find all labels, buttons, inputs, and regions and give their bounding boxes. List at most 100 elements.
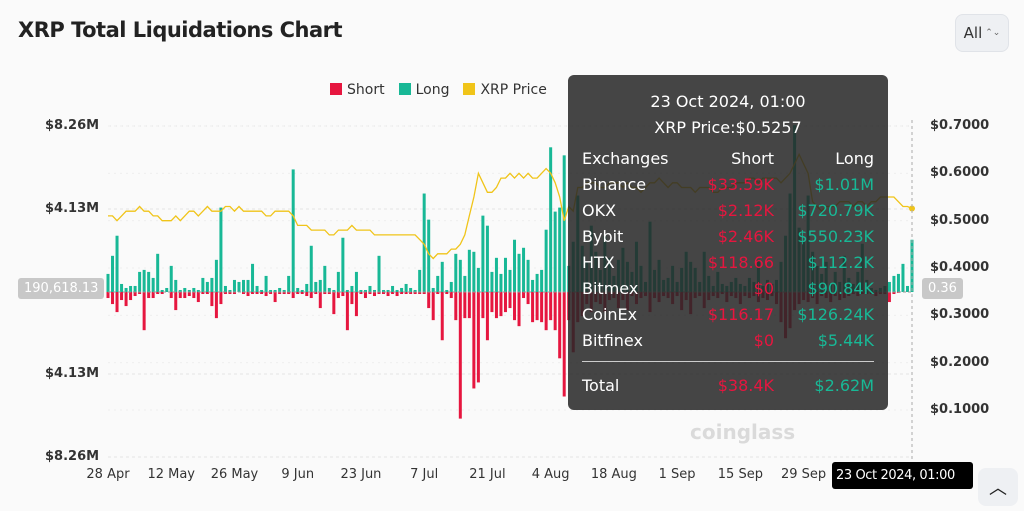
short-bar[interactable] [418,292,422,295]
short-bar[interactable] [115,292,119,313]
short-bar[interactable] [409,292,413,295]
short-bar[interactable] [242,292,246,295]
short-bar[interactable] [187,292,191,297]
short-bar[interactable] [490,292,494,313]
long-bar[interactable] [562,155,566,292]
short-bar[interactable] [458,292,462,419]
short-bar[interactable] [323,292,327,295]
long-bar[interactable] [151,277,155,292]
short-bar[interactable] [228,292,232,295]
long-bar[interactable] [553,211,557,292]
short-bar[interactable] [246,292,250,297]
short-bar[interactable] [377,292,381,295]
long-bar[interactable] [409,287,413,292]
long-bar[interactable] [540,269,544,292]
long-bar[interactable] [522,247,526,292]
long-bar[interactable] [201,277,205,292]
short-bar[interactable] [111,292,115,305]
long-bar[interactable] [196,289,200,292]
short-bar[interactable] [210,292,214,307]
short-bar[interactable] [327,292,331,295]
long-bar[interactable] [323,265,327,292]
short-bar[interactable] [436,292,440,295]
short-bar[interactable] [544,292,548,331]
long-bar[interactable] [305,283,309,292]
short-bar[interactable] [147,292,151,299]
short-bar[interactable] [196,292,200,303]
long-bar[interactable] [142,269,146,292]
short-bar[interactable] [260,292,264,295]
long-bar[interactable] [183,287,187,292]
short-bar[interactable] [562,292,566,397]
long-bar[interactable] [296,287,300,292]
short-bar[interactable] [142,292,146,331]
short-bar[interactable] [232,292,236,295]
long-bar[interactable] [336,271,340,292]
long-bar[interactable] [372,289,376,292]
short-bar[interactable] [192,292,196,299]
short-bar[interactable] [151,292,155,299]
short-bar[interactable] [273,292,277,303]
long-bar[interactable] [517,253,521,292]
long-bar[interactable] [526,259,530,292]
short-bar[interactable] [332,292,336,315]
short-bar[interactable] [205,292,209,295]
long-bar[interactable] [896,273,900,292]
short-bar[interactable] [499,292,503,317]
short-bar[interactable] [314,292,318,295]
short-bar[interactable] [454,292,458,321]
short-bar[interactable] [183,292,187,299]
long-bar[interactable] [905,285,909,292]
long-bar[interactable] [463,275,467,292]
short-bar[interactable] [350,292,354,305]
short-bar[interactable] [395,292,399,297]
short-bar[interactable] [318,292,322,309]
short-bar[interactable] [363,292,367,299]
short-bar[interactable] [440,292,444,341]
short-bar[interactable] [522,292,526,299]
long-bar[interactable] [133,285,137,292]
long-bar[interactable] [431,287,435,292]
short-bar[interactable] [485,292,489,341]
short-bar[interactable] [255,292,259,295]
long-bar[interactable] [558,207,562,292]
long-bar[interactable] [115,235,119,292]
long-bar[interactable] [395,289,399,292]
long-bar[interactable] [120,283,124,292]
long-bar[interactable] [445,289,449,292]
long-bar[interactable] [278,287,282,292]
short-bar[interactable] [382,292,386,295]
short-bar[interactable] [287,292,291,295]
long-bar[interactable] [124,287,128,292]
long-bar[interactable] [232,279,236,292]
long-bar[interactable] [368,285,372,292]
long-bar[interactable] [160,289,164,292]
short-bar[interactable] [264,292,268,297]
long-bar[interactable] [422,193,426,292]
long-bar[interactable] [246,279,250,292]
long-bar[interactable] [513,239,517,292]
long-bar[interactable] [341,237,345,292]
short-bar[interactable] [535,292,539,321]
long-bar[interactable] [449,281,453,292]
short-bar[interactable] [404,292,408,295]
long-bar[interactable] [228,289,232,292]
long-bar[interactable] [499,273,503,292]
long-bar[interactable] [494,257,498,292]
short-bar[interactable] [513,292,517,321]
short-bar[interactable] [540,292,544,323]
long-bar[interactable] [129,285,133,292]
short-bar[interactable] [223,292,227,295]
long-bar[interactable] [251,263,255,292]
short-bar[interactable] [138,292,142,295]
short-bar[interactable] [481,292,485,319]
short-bar[interactable] [463,292,467,319]
long-bar[interactable] [318,279,322,292]
short-bar[interactable] [558,292,562,359]
short-bar[interactable] [345,292,349,331]
short-bar[interactable] [517,292,521,327]
long-bar[interactable] [382,289,386,292]
short-bar[interactable] [129,292,133,301]
short-bar[interactable] [214,292,218,319]
long-bar[interactable] [237,281,241,292]
